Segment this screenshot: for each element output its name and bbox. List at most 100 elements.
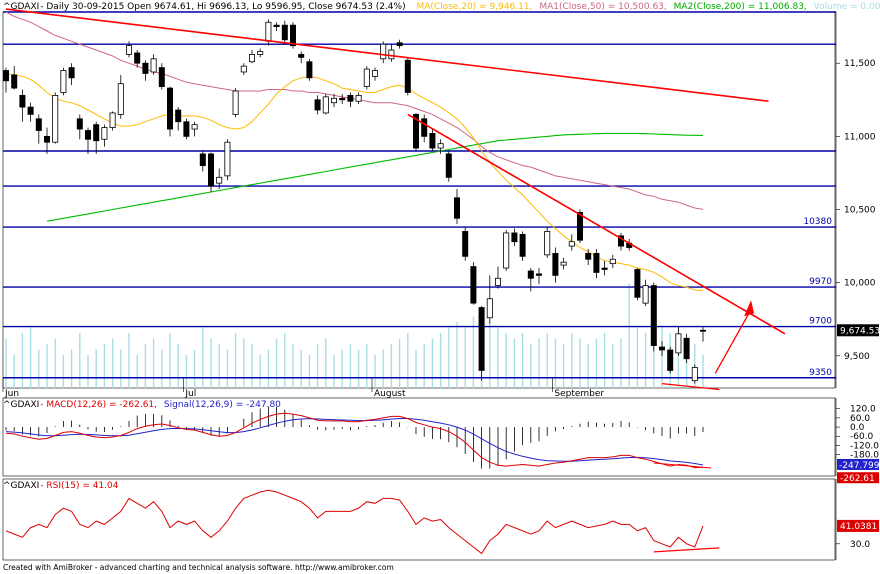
macd-header: ^GDAXI- MACD(12,26) = -262.61, Signal(12… xyxy=(3,400,285,410)
rsi-header: ^GDAXI- RSI(15) = 41.04 xyxy=(3,481,123,491)
volume-bar xyxy=(661,327,663,388)
macd-tick-label: 120.0 xyxy=(850,405,876,415)
candle-down xyxy=(683,337,690,360)
price-header-info: ^GDAXI- Daily 30-09-2015 Open 9674.61, H… xyxy=(3,2,406,12)
volume-bar xyxy=(325,338,327,388)
trendline xyxy=(407,113,786,335)
candle-down xyxy=(27,106,34,115)
candle-down xyxy=(519,233,526,257)
rsi-pane-frame xyxy=(2,478,836,561)
candle-down xyxy=(667,349,674,371)
volume-bar xyxy=(431,338,434,388)
volume-bar xyxy=(243,338,245,388)
candle-down xyxy=(445,153,452,178)
candle-down xyxy=(134,52,141,64)
volume-bar xyxy=(13,355,15,388)
rsi-value-label: - RSI(15) = 41.04 xyxy=(40,481,119,491)
signal-last-label: -247.799 xyxy=(839,461,880,471)
candle-down xyxy=(35,118,42,131)
macd-tick-label: -120.0 xyxy=(850,441,879,451)
volume-bar xyxy=(587,344,589,388)
macd-last-label: -262.61 xyxy=(840,474,875,484)
candle-up xyxy=(388,49,395,60)
volume-bar xyxy=(284,333,286,388)
candle-down xyxy=(85,130,92,140)
candle-down xyxy=(306,61,313,79)
volume-bar xyxy=(70,349,73,388)
volume-bar xyxy=(538,338,540,388)
macd-tick-label: 0.0 xyxy=(850,423,865,433)
volume-bar xyxy=(407,333,409,388)
candle-down xyxy=(273,24,280,28)
volume-bar xyxy=(161,349,163,388)
volume-bar xyxy=(341,349,343,388)
month-label: Jun xyxy=(4,389,19,399)
volume-bar xyxy=(530,344,532,388)
candle-up xyxy=(503,232,510,269)
volume-bar xyxy=(398,338,401,388)
candle-down xyxy=(3,70,9,82)
volume-bar xyxy=(603,333,606,388)
candle-down xyxy=(19,94,26,108)
candle-up xyxy=(240,65,247,73)
candle-down xyxy=(298,54,305,58)
candle-down xyxy=(158,67,165,88)
footer-credit: Created with AmiBroker - advanced charti… xyxy=(3,563,394,572)
candle-down xyxy=(199,153,206,167)
volume-bar xyxy=(390,344,393,388)
volume-bar xyxy=(218,344,220,388)
candle-up xyxy=(330,97,337,104)
volume-bar xyxy=(308,355,311,388)
candle-down xyxy=(659,346,666,351)
ma20-line xyxy=(5,72,704,291)
volume-bar xyxy=(144,344,147,388)
price-tick-label: 11,500 xyxy=(844,59,876,69)
volume-bar xyxy=(152,338,155,388)
macd-pane-frame xyxy=(2,397,836,477)
volume-bar xyxy=(472,316,475,388)
rsi-symbol: ^GDAXI xyxy=(3,481,40,491)
candle-up xyxy=(486,298,493,319)
signal-last-tag xyxy=(837,458,879,470)
candle-down xyxy=(347,94,354,102)
volume-bar xyxy=(628,283,630,388)
price-divergence-line xyxy=(661,382,720,391)
volume-bar xyxy=(620,338,622,388)
last-price-label: 9,674.53 xyxy=(840,326,880,336)
candle-down xyxy=(207,153,214,187)
volume-bar xyxy=(448,327,450,388)
volume-bar xyxy=(464,327,466,388)
candle-down xyxy=(339,97,346,101)
candle-up xyxy=(150,58,157,73)
level-label: 10380 xyxy=(803,217,832,227)
candle-up xyxy=(675,333,682,354)
candle-up xyxy=(355,94,362,102)
ma20-label: MA(Close,20) = 9,946.11, xyxy=(416,2,533,12)
candle-down xyxy=(478,307,485,371)
macd-last-tag xyxy=(837,472,879,484)
volume-bar xyxy=(636,327,639,388)
candle-up xyxy=(216,176,223,184)
trendline xyxy=(5,8,769,103)
ma200-label: MA2(Close,200) = 11,006.83, xyxy=(673,2,807,12)
month-label: August xyxy=(374,389,406,399)
volume-bar xyxy=(54,338,56,388)
volume-bar xyxy=(357,349,360,388)
volume-bar xyxy=(185,355,188,388)
volume-bar xyxy=(103,344,106,388)
volume-bar xyxy=(177,344,179,388)
ma200-line xyxy=(46,132,704,222)
volume-bar xyxy=(513,338,516,388)
candle-down xyxy=(142,62,149,74)
candle-up xyxy=(60,70,67,93)
macd-tick-label: -60.0 xyxy=(850,432,874,442)
volume-bar xyxy=(612,344,614,388)
candle-down xyxy=(593,253,600,273)
candle-down xyxy=(536,273,543,276)
volume-bar xyxy=(38,349,40,388)
volume-bar xyxy=(374,355,376,388)
volume-bar xyxy=(120,349,122,388)
volume-bar xyxy=(439,333,442,388)
volume-bar xyxy=(349,344,352,388)
candle-down xyxy=(577,212,584,241)
